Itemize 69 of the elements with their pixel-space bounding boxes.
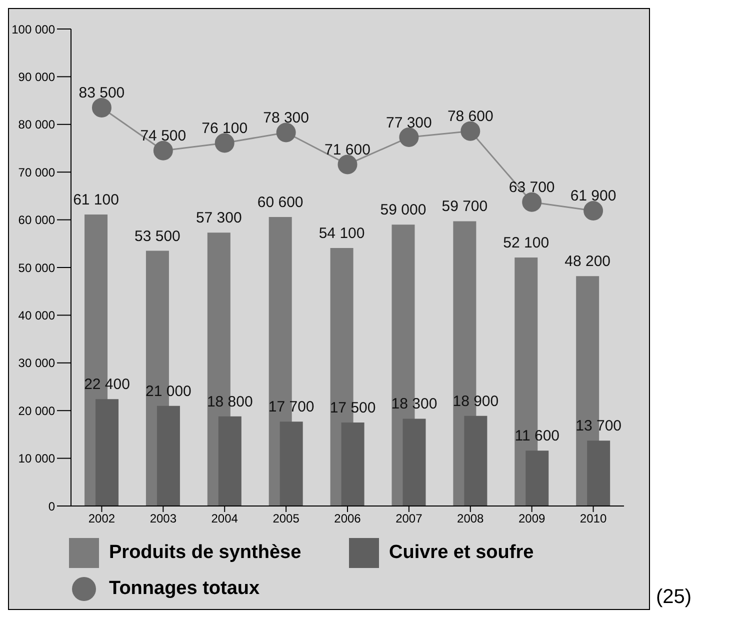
y-tick-label: 80 000 xyxy=(18,118,56,132)
x-tick-label: 2002 xyxy=(88,512,116,526)
data-label: 63 700 xyxy=(508,179,555,196)
x-tick-label: 2010 xyxy=(580,512,607,526)
bar xyxy=(587,440,610,506)
data-label: 52 100 xyxy=(503,234,550,252)
bar xyxy=(402,418,426,506)
data-label: 83 500 xyxy=(78,84,125,102)
data-label: 78 600 xyxy=(447,108,494,126)
data-label: 54 100 xyxy=(318,224,365,242)
data-label: 59 000 xyxy=(380,202,426,219)
data-label: 18 300 xyxy=(391,396,438,413)
point xyxy=(399,128,419,148)
data-label: 71 600 xyxy=(324,141,370,158)
x-tick-label: 2003 xyxy=(150,512,177,526)
data-label: 17 700 xyxy=(268,398,314,416)
data-label: 59 700 xyxy=(442,198,488,216)
y-tick-label: 100 000 xyxy=(12,22,56,36)
bar xyxy=(156,406,180,506)
bar xyxy=(464,416,488,506)
text: (25) xyxy=(656,586,692,609)
data-label: 61 100 xyxy=(73,192,119,209)
bar xyxy=(280,422,303,506)
x-tick-label: 2007 xyxy=(396,512,423,526)
data-label: 18 800 xyxy=(206,393,253,410)
x-tick-label: 2009 xyxy=(518,512,546,526)
data-label: 22 400 xyxy=(84,376,130,394)
point xyxy=(584,200,604,220)
legend-label: Cuivre et soufre xyxy=(389,542,534,564)
y-tick-label: 60 000 xyxy=(18,213,56,228)
data-label: 53 500 xyxy=(134,228,180,245)
data-label: 60 600 xyxy=(257,194,304,211)
x-tick-label: 2008 xyxy=(457,512,484,526)
data-label: 77 300 xyxy=(386,114,432,132)
point xyxy=(522,192,542,212)
data-label: 11 600 xyxy=(514,428,560,445)
bar xyxy=(526,450,549,506)
point xyxy=(153,140,173,160)
y-tick-label: 90 000 xyxy=(18,70,56,84)
x-tick-label: 2004 xyxy=(211,512,238,526)
x-tick-label: 2006 xyxy=(334,512,362,526)
x-tick-label: 2005 xyxy=(272,512,300,526)
point xyxy=(276,122,296,142)
y-tick-label: 10 000 xyxy=(18,452,56,466)
bar xyxy=(341,422,364,506)
point xyxy=(214,133,234,153)
data-label: 13 700 xyxy=(576,418,622,435)
y-tick-label: 0 xyxy=(48,499,56,514)
y-tick-label: 40 000 xyxy=(18,308,56,322)
data-label: 21 000 xyxy=(146,382,192,400)
data-label: 78 300 xyxy=(263,110,309,127)
data-label: 17 500 xyxy=(330,400,376,417)
data-label: 76 100 xyxy=(202,120,248,138)
y-tick-label: 50 000 xyxy=(18,260,56,275)
y-tick-label: 20 000 xyxy=(18,404,56,418)
data-label: 48 200 xyxy=(564,253,611,270)
legend-label: Produits de synthèse xyxy=(109,542,302,564)
data-label: 61 900 xyxy=(570,188,616,205)
point xyxy=(338,154,358,174)
point xyxy=(460,121,480,141)
point xyxy=(92,98,112,118)
y-tick-label: 70 000 xyxy=(18,165,56,180)
data-label: 74 500 xyxy=(140,128,186,145)
legend-label: Tonnages totaux xyxy=(109,578,260,600)
bar xyxy=(218,416,242,506)
bar xyxy=(96,399,119,506)
y-tick-label: 30 000 xyxy=(18,356,56,370)
data-label: 18 900 xyxy=(452,392,499,410)
data-label: 57 300 xyxy=(196,210,242,227)
